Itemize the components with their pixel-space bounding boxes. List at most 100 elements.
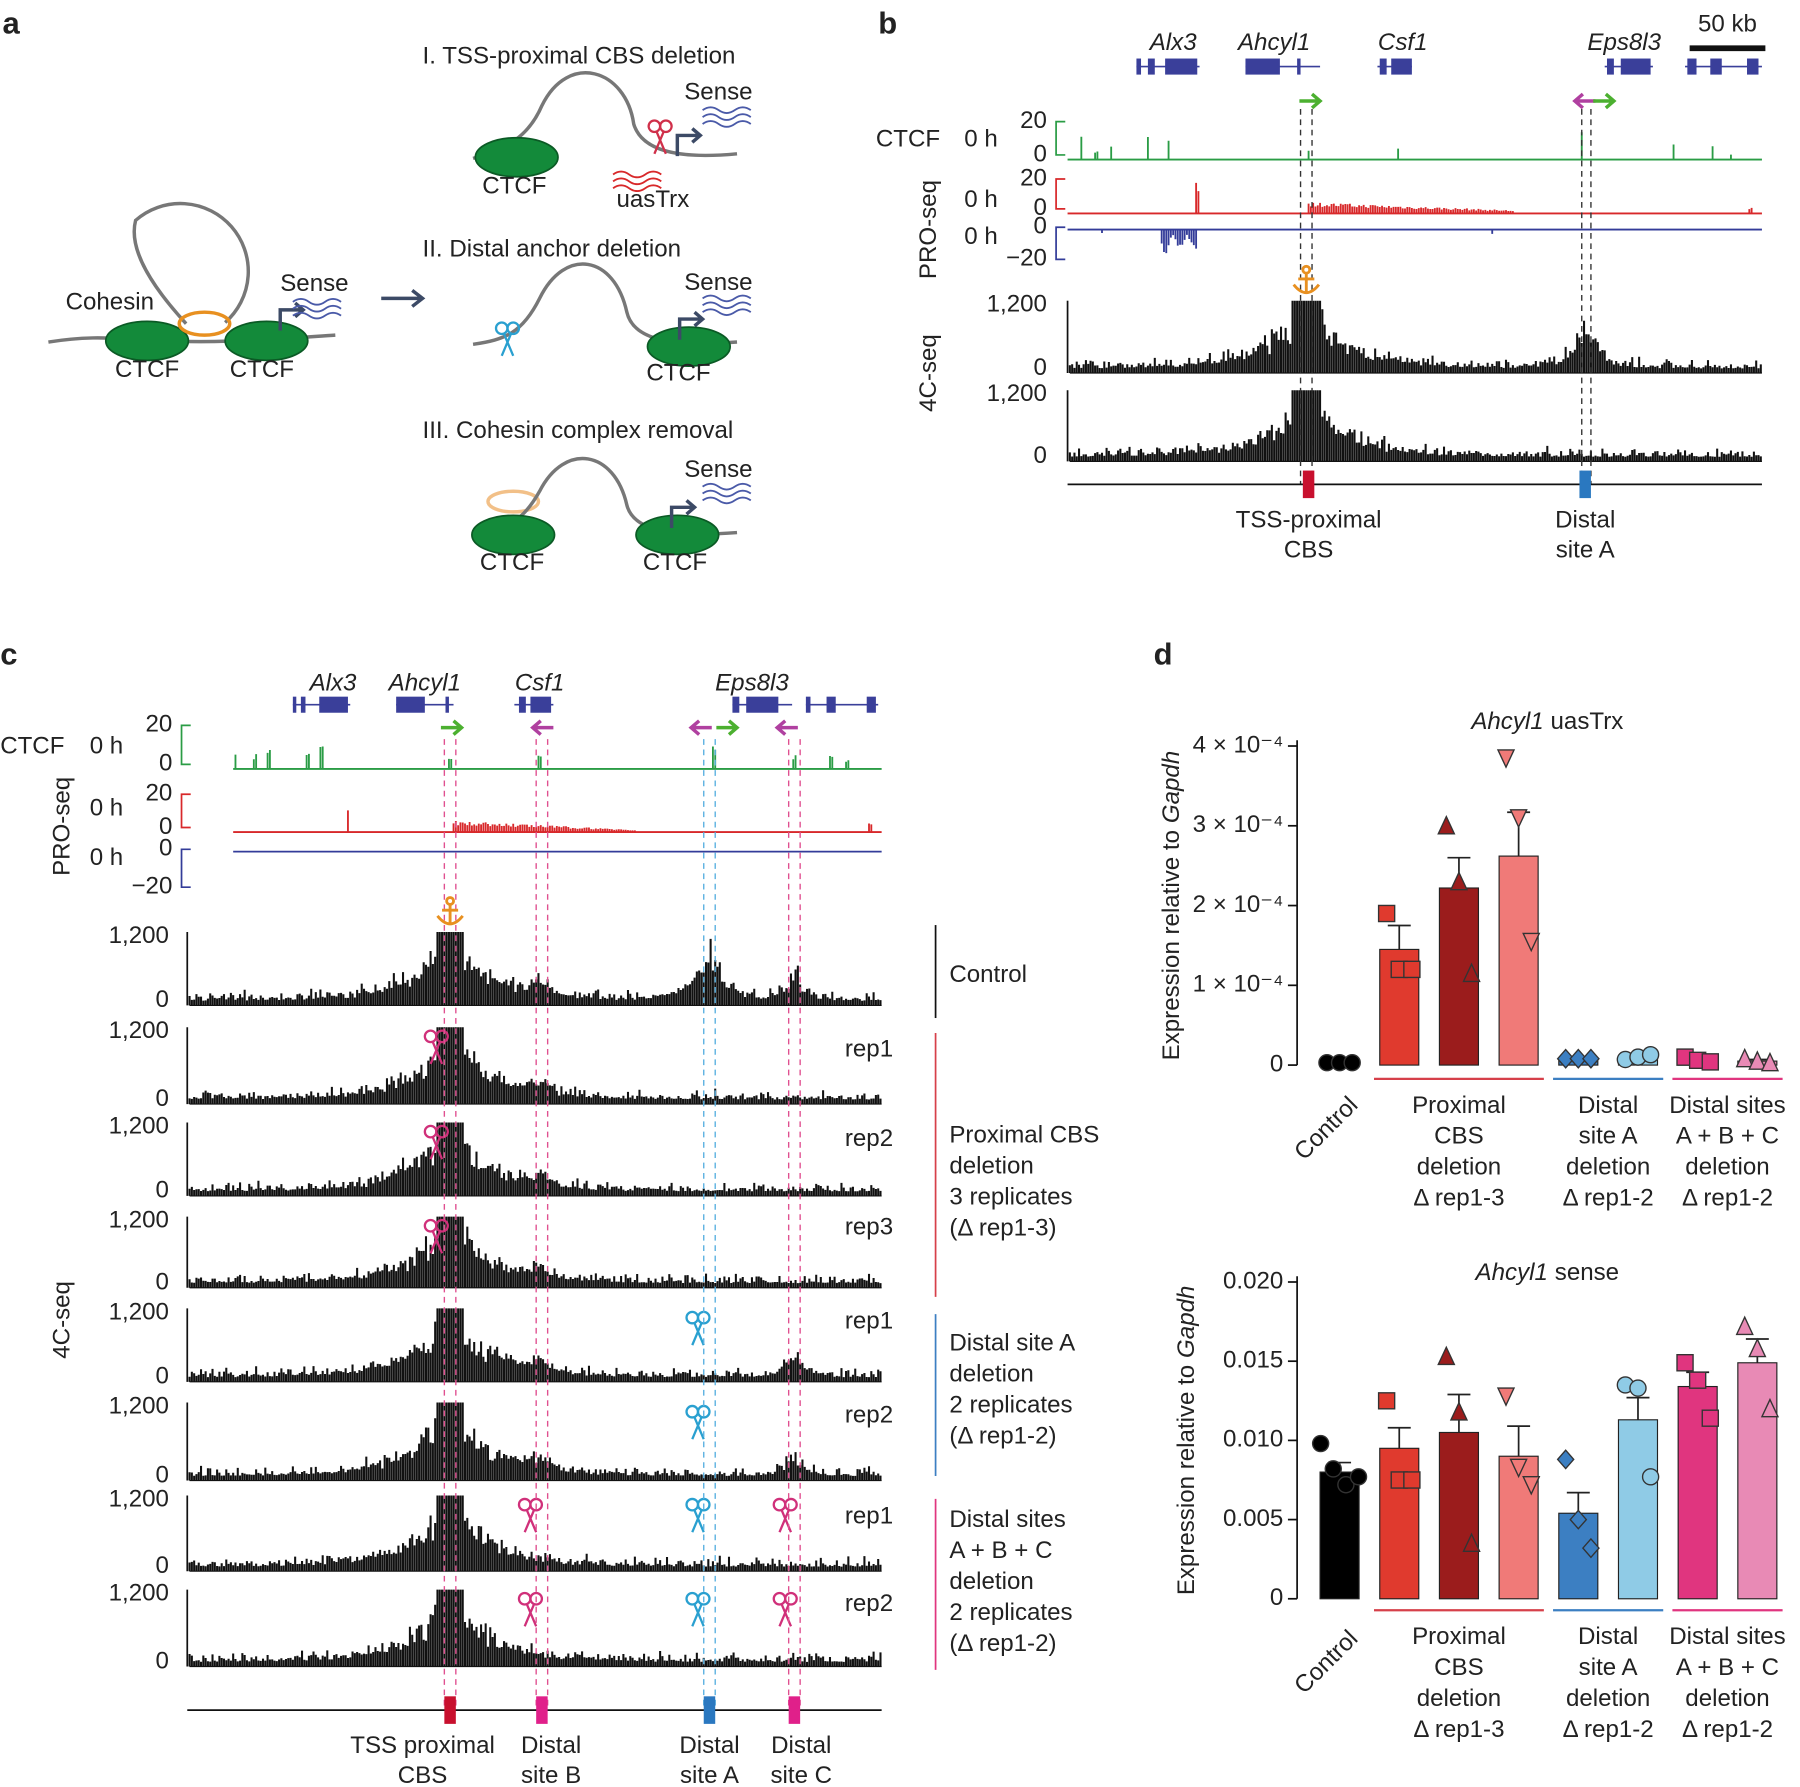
data-point [1701, 1409, 1720, 1427]
exon [805, 696, 811, 713]
ring [529, 1591, 544, 1606]
ring [435, 1124, 449, 1139]
group-label: 2 replicates [949, 1391, 1072, 1418]
scissors [685, 1404, 711, 1440]
blade [691, 1509, 705, 1533]
wave [702, 482, 752, 491]
group-label: deletion [1417, 1685, 1501, 1712]
chart-title: Ahcyl1 uasTrx [1469, 708, 1623, 735]
data-point [1509, 809, 1528, 829]
label: 1,200 [109, 1112, 169, 1139]
site-mark [703, 1696, 716, 1724]
signal-track [1067, 132, 1762, 161]
label: CTCF [115, 356, 179, 383]
ring [658, 119, 673, 134]
label: 0 [155, 1552, 168, 1579]
wave [702, 308, 752, 316]
data-point [1701, 1053, 1720, 1071]
sample-label: rep2 [845, 1590, 893, 1617]
bar [1498, 855, 1539, 1066]
group-label: deletion [949, 1568, 1033, 1595]
exon [1687, 58, 1697, 75]
group-label: site A [1579, 1123, 1639, 1150]
error-bar [1626, 1396, 1650, 1420]
group-label: Distal [1578, 1092, 1638, 1119]
data-point [1449, 1401, 1469, 1421]
exon [1136, 58, 1142, 75]
label: 0 h [90, 844, 123, 871]
site-mark [536, 1696, 548, 1724]
site-mark [444, 1696, 456, 1724]
label: 0 [155, 1363, 168, 1390]
label: 0 [155, 1269, 168, 1296]
label: CBS [398, 1762, 448, 1787]
y-title-text: Expression relative to [1159, 830, 1186, 1060]
track-axis [180, 848, 191, 889]
panel-letter: b [878, 5, 897, 40]
wave [702, 301, 752, 310]
signal-track [233, 810, 882, 834]
signal-track [233, 746, 882, 770]
label: TSS proximal [350, 1732, 495, 1759]
ctcf-oval [471, 514, 556, 556]
fourc-track [188, 1589, 882, 1667]
anchor-icon [436, 896, 464, 926]
data-point [1377, 904, 1396, 923]
data-point [1462, 962, 1481, 983]
track-axis [1055, 226, 1066, 261]
label: 1,200 [109, 1207, 169, 1234]
wave [612, 184, 662, 193]
label: Sense [684, 269, 752, 296]
ring [1301, 264, 1312, 275]
label: 0 [1034, 194, 1047, 221]
data-point [1349, 1468, 1368, 1486]
wave [292, 298, 342, 306]
scissors [517, 1591, 544, 1627]
data-point [1437, 1345, 1456, 1366]
gene-name: Ahcyl1 [387, 669, 461, 696]
bar [1617, 1419, 1659, 1600]
label: CTCF [480, 549, 544, 576]
gene-name: Eps8l3 [715, 669, 789, 696]
label: uasTrx [617, 186, 690, 213]
sample-label: rep2 [845, 1125, 893, 1152]
group-label: site A [1579, 1654, 1639, 1681]
data-point [1496, 1387, 1516, 1407]
ctcf-oval [474, 136, 559, 178]
label: 0 h [964, 223, 997, 250]
label: 20 [1020, 107, 1047, 134]
data-point [1735, 1315, 1754, 1336]
label: Distal [771, 1732, 831, 1759]
label: Distal [679, 1732, 739, 1759]
y-tick-label: 0.010 [1223, 1426, 1283, 1453]
label: 20 [146, 711, 173, 738]
group-label: Δ rep1-3 [1413, 1716, 1504, 1743]
scissors [772, 1591, 798, 1627]
axis-title: PRO-seq [915, 180, 942, 279]
wave [612, 177, 662, 186]
ring [517, 1591, 532, 1606]
fourc-track [188, 1402, 882, 1481]
label: Distal [1555, 506, 1615, 533]
title-text: sense [1555, 1259, 1619, 1286]
scissors [423, 1029, 449, 1065]
data-point [1748, 1050, 1767, 1070]
label: site B [521, 1762, 581, 1787]
exon [1297, 58, 1301, 75]
exon [1747, 58, 1759, 75]
bar [1319, 1471, 1360, 1600]
group-label: Δ rep1-2 [1682, 1185, 1773, 1212]
x-tick-label: Control [1289, 1091, 1363, 1165]
wave [702, 496, 752, 505]
label: 0 h [964, 186, 997, 213]
group-label: Proximal [1412, 1623, 1506, 1650]
ring [685, 1310, 700, 1325]
group-label: deletion [1566, 1154, 1650, 1181]
dna [472, 71, 738, 161]
label: II. Distal anchor deletion [423, 236, 681, 263]
scissors [494, 321, 521, 357]
ring [696, 1591, 711, 1606]
ctcf-oval [104, 320, 190, 362]
group-label: CBS [1434, 1654, 1484, 1681]
